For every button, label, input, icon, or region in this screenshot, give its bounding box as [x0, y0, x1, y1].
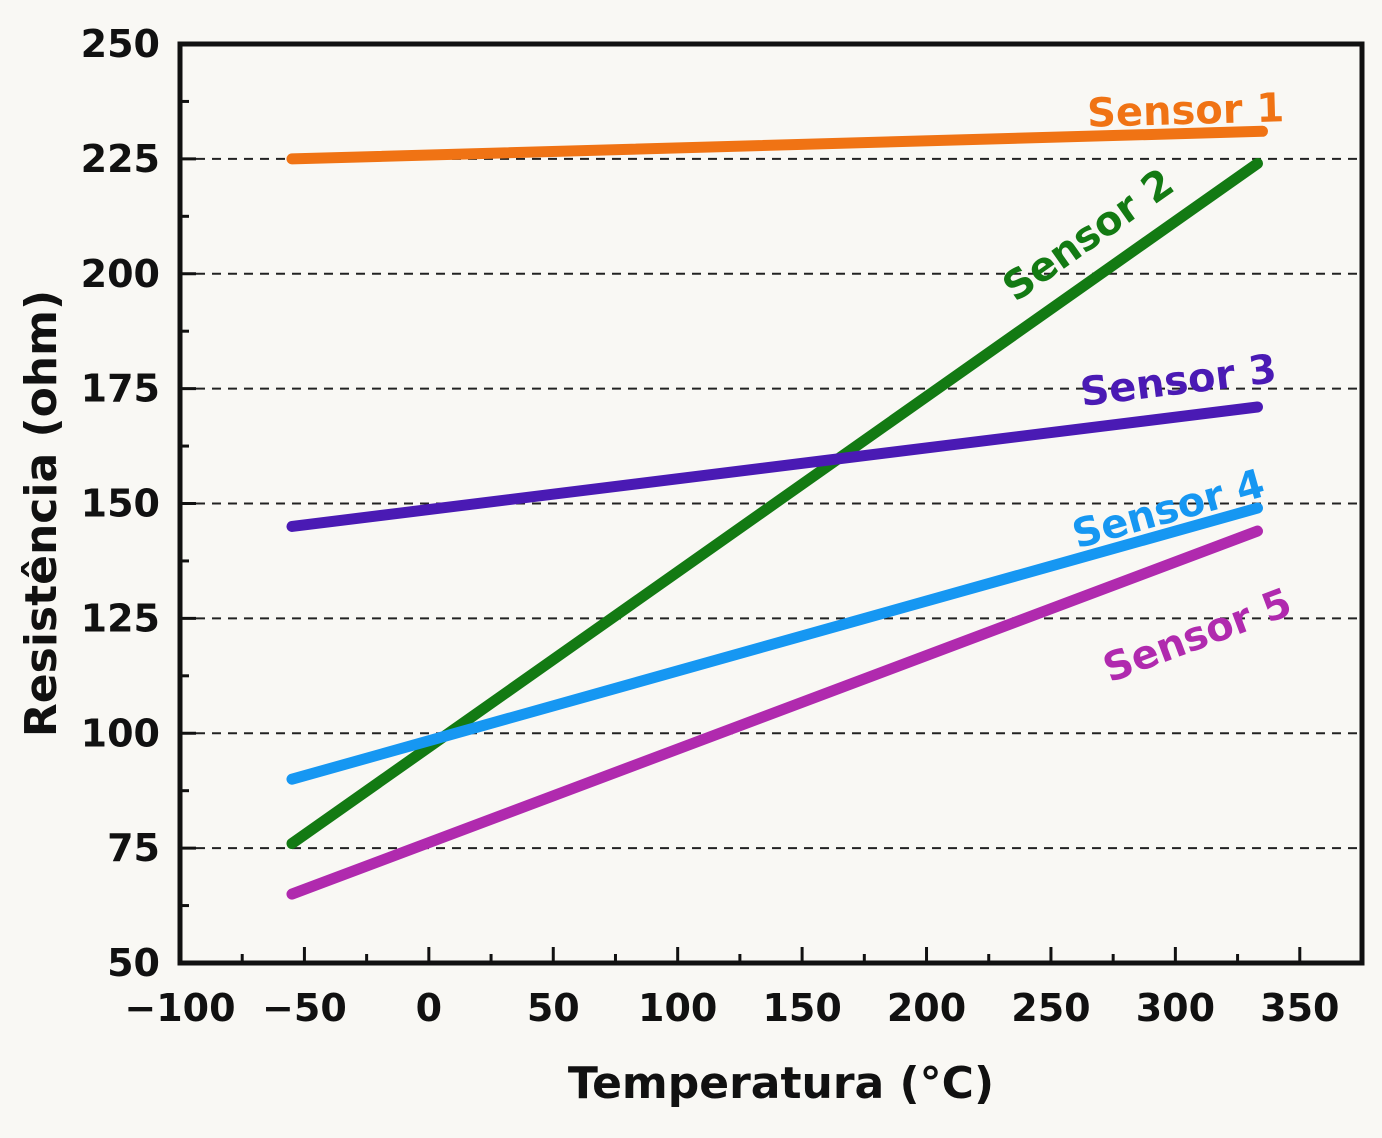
y-tick-label: 200: [81, 252, 160, 296]
y-tick-label: 125: [81, 596, 160, 640]
x-tick-label: 150: [762, 986, 841, 1030]
series-line-3: [286, 401, 1263, 532]
x-tick-label: 100: [638, 986, 717, 1030]
x-tick-label: 0: [416, 986, 442, 1030]
series-label-1: Sensor 1: [1086, 85, 1284, 137]
series-line-5: [286, 525, 1263, 900]
x-tick-label: 350: [1260, 986, 1339, 1030]
tick-labels: 50 75 100 125 150 175 200 225 250 −100 −50 0 50 100 15…: [81, 22, 1340, 1030]
y-axis-title: Resistência (ohm): [16, 290, 67, 737]
series-line-4: [286, 502, 1263, 785]
series-lines: [286, 125, 1268, 900]
y-tick-label: 75: [107, 826, 160, 870]
y-tick-label: 225: [81, 137, 160, 181]
y-tick-label: 175: [81, 367, 160, 411]
x-tick-label: −50: [262, 986, 347, 1030]
y-tick-label: 50: [107, 941, 160, 985]
y-tick-label: 100: [81, 711, 160, 755]
y-tick-label: 250: [81, 22, 160, 66]
axis-ticks: [178, 42, 1364, 965]
x-tick-label: 50: [527, 986, 580, 1030]
series-line-1: [286, 125, 1268, 165]
x-tick-label: 200: [887, 986, 966, 1030]
x-tick-label: 250: [1011, 986, 1090, 1030]
x-tick-label: 300: [1136, 986, 1215, 1030]
x-axis-title: Temperatura (°C): [568, 1058, 994, 1109]
gridlines: [180, 157, 1362, 850]
x-tick-label: −100: [124, 986, 235, 1030]
y-tick-label: 150: [81, 482, 160, 526]
